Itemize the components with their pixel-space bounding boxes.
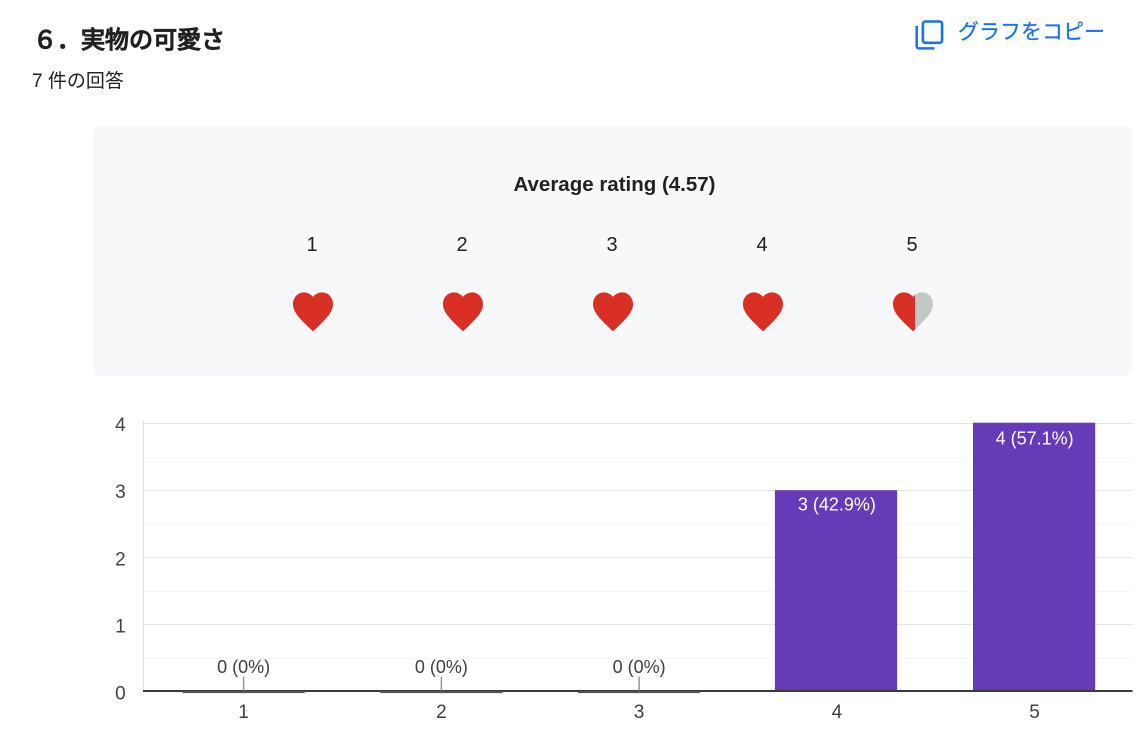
svg-text:2: 2 bbox=[436, 702, 447, 723]
svg-text:0 (0%): 0 (0%) bbox=[613, 657, 666, 677]
svg-text:0 (0%): 0 (0%) bbox=[217, 657, 270, 677]
svg-text:0: 0 bbox=[115, 684, 126, 705]
svg-text:4: 4 bbox=[832, 702, 843, 723]
svg-text:1: 1 bbox=[238, 702, 249, 723]
svg-text:4 (57.1%): 4 (57.1%) bbox=[996, 429, 1074, 449]
svg-text:3: 3 bbox=[634, 702, 645, 723]
svg-text:3: 3 bbox=[115, 482, 126, 503]
svg-text:2: 2 bbox=[115, 549, 126, 570]
svg-text:0 (0%): 0 (0%) bbox=[415, 657, 468, 677]
svg-text:1: 1 bbox=[115, 617, 126, 638]
svg-text:5: 5 bbox=[1029, 702, 1040, 723]
svg-text:4: 4 bbox=[115, 415, 126, 436]
svg-text:3 (42.9%): 3 (42.9%) bbox=[798, 494, 876, 514]
